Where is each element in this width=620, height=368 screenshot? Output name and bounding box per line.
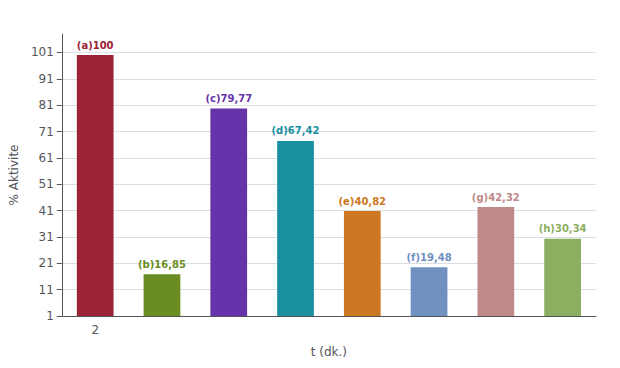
svg-text:(c)79,77: (c)79,77 — [205, 93, 252, 104]
svg-text:% Aktivite: % Aktivite — [7, 145, 21, 206]
svg-text:1: 1 — [46, 309, 54, 323]
svg-text:(g)42,32: (g)42,32 — [472, 192, 520, 203]
svg-text:t (dk.): t (dk.) — [311, 345, 347, 359]
svg-text:2: 2 — [91, 323, 99, 337]
svg-text:(a)100: (a)100 — [77, 40, 114, 51]
svg-text:21: 21 — [39, 256, 54, 270]
svg-text:(b)16,85: (b)16,85 — [138, 259, 186, 270]
svg-text:31: 31 — [39, 230, 54, 244]
svg-text:(h)30,34: (h)30,34 — [539, 223, 587, 234]
svg-text:51: 51 — [39, 177, 54, 191]
svg-text:(d)67,42: (d)67,42 — [272, 125, 320, 136]
svg-text:81: 81 — [39, 98, 54, 112]
svg-text:11: 11 — [39, 283, 54, 297]
svg-text:61: 61 — [39, 151, 54, 165]
svg-text:101: 101 — [31, 45, 54, 59]
svg-text:71: 71 — [39, 125, 54, 139]
svg-text:91: 91 — [39, 72, 54, 86]
svg-text:41: 41 — [39, 204, 54, 218]
svg-text:(f)19,48: (f)19,48 — [407, 252, 452, 263]
svg-text:(e)40,82: (e)40,82 — [339, 196, 387, 207]
